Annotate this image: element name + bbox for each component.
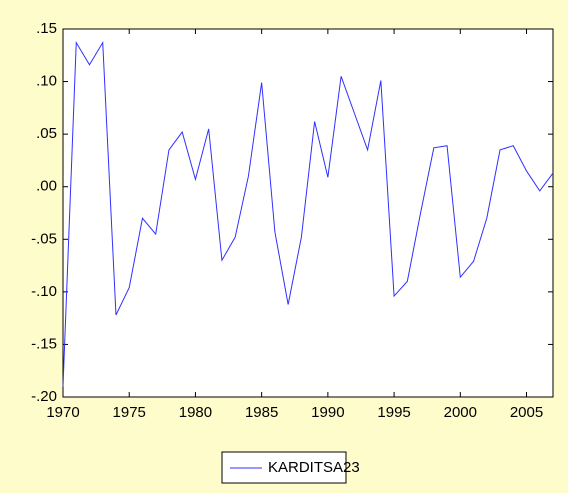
- x-tick-label: 2005: [510, 404, 543, 421]
- y-tick-label: -.20: [31, 388, 57, 405]
- x-tick-label: 2000: [444, 404, 477, 421]
- y-tick-label: -.10: [31, 283, 57, 300]
- x-tick-label: 1995: [377, 404, 410, 421]
- y-tick-label: -.15: [31, 335, 57, 352]
- x-tick-label: 1980: [179, 404, 212, 421]
- line-series: [62, 40, 554, 387]
- y-tick-label: .15: [36, 20, 57, 37]
- y-tick-label: .05: [36, 125, 57, 142]
- y-tick-label: .00: [36, 178, 57, 195]
- plot-area: [62, 28, 554, 398]
- x-tick-label: 1990: [311, 404, 344, 421]
- y-tick-label: -.05: [31, 230, 57, 247]
- legend-label: KARDITSA23: [268, 459, 360, 476]
- x-tick-label: 1975: [113, 404, 146, 421]
- y-tick-label: .10: [36, 73, 57, 90]
- x-tick-label: 1970: [46, 404, 79, 421]
- x-tick-label: 1985: [245, 404, 278, 421]
